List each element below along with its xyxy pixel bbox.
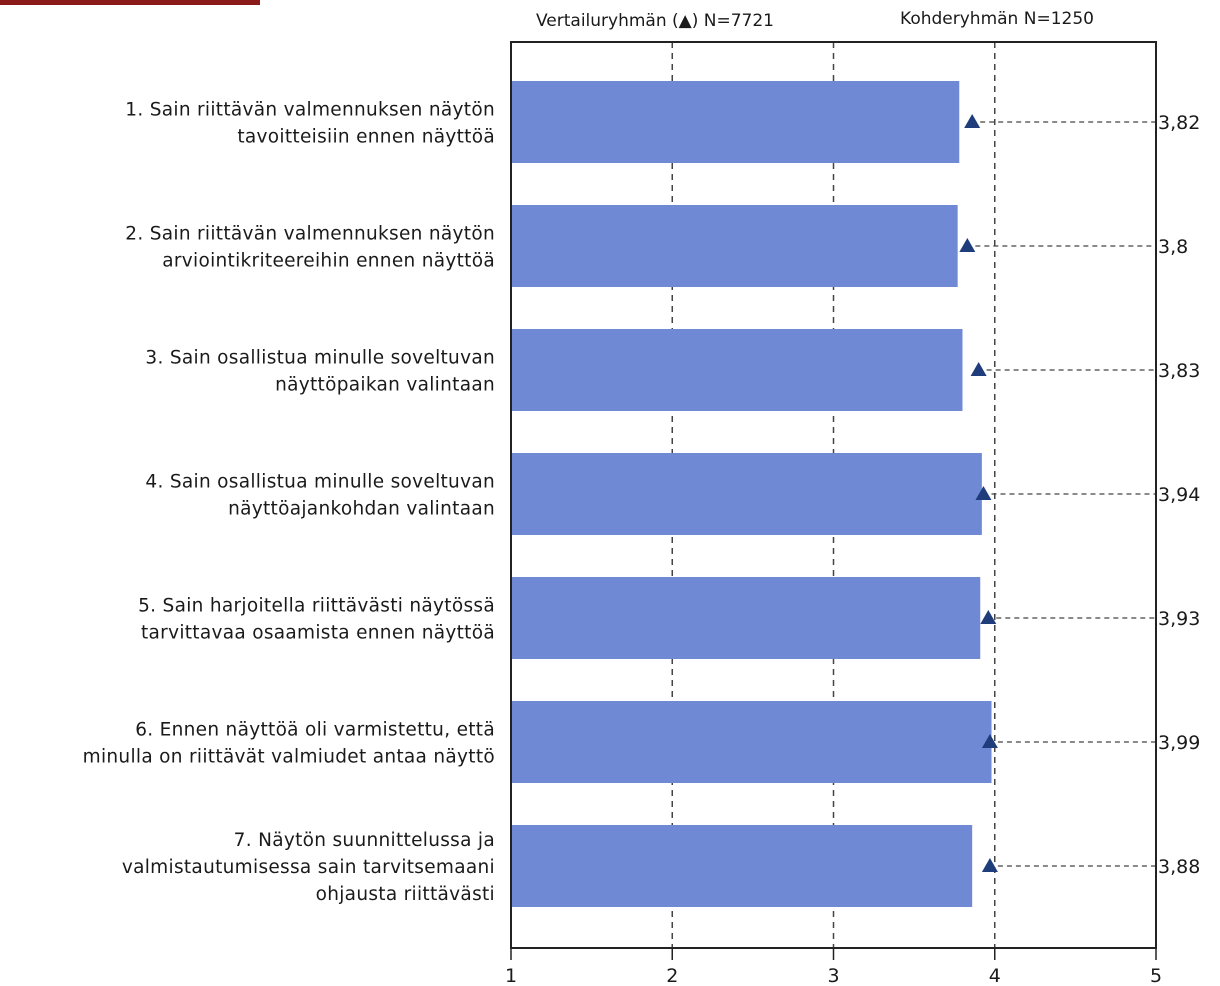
category-label-4-line-1: 4. Sain osallistua minulle soveltuvan xyxy=(145,472,495,493)
value-label-6: 3,99 xyxy=(1158,732,1200,754)
bar-3 xyxy=(511,329,963,411)
comparison-marker-1 xyxy=(964,114,981,128)
value-label-5: 3,93 xyxy=(1158,608,1200,630)
category-label-6-line-2: minulla on riittävät valmiudet antaa näy… xyxy=(83,747,495,768)
comparison-marker-4 xyxy=(975,486,992,500)
category-label-7-line-3: ohjausta riittävästi xyxy=(316,884,495,905)
x-tick-label-3: 3 xyxy=(827,965,839,986)
legend-target-label: Kohderyhmän N=1250 xyxy=(900,9,1094,29)
category-label-2-line-1: 2. Sain riittävän valmennuksen näytön xyxy=(125,224,495,245)
value-label-2: 3,8 xyxy=(1158,236,1188,258)
bar-6 xyxy=(511,701,992,783)
bar-1 xyxy=(511,81,960,163)
comparison-marker-2 xyxy=(959,238,976,252)
bar-5 xyxy=(511,577,981,659)
category-label-3-line-2: näyttöpaikan valintaan xyxy=(275,375,495,396)
category-label-1-line-1: 1. Sain riittävän valmennuksen näytön xyxy=(125,100,495,121)
comparison-marker-3 xyxy=(970,362,987,376)
x-axis: 1 2 3 4 5 xyxy=(505,948,1162,986)
bar-4 xyxy=(511,453,982,535)
category-label-2-line-2: arviointikriteereihin ennen näyttöä xyxy=(162,251,495,272)
bar-2 xyxy=(511,205,958,287)
x-tick-label-1: 1 xyxy=(505,965,517,986)
category-label-5-line-1: 5. Sain harjoitella riittävästi näytössä xyxy=(138,596,495,617)
x-tick-label-5: 5 xyxy=(1150,965,1162,986)
x-tick-label-4: 4 xyxy=(989,965,1001,986)
comparison-marker-6 xyxy=(981,734,998,748)
category-label-4-line-2: näyttöajankohdan valintaan xyxy=(228,499,495,520)
category-label-3-line-1: 3. Sain osallistua minulle soveltuvan xyxy=(145,348,495,369)
comparison-markers: 3,82 3,8 3,83 3,94 3,93 3,99 3,88 xyxy=(959,112,1200,878)
value-label-4: 3,94 xyxy=(1158,484,1200,506)
comparison-marker-5 xyxy=(980,610,997,624)
comparison-marker-7 xyxy=(981,858,998,872)
header-accent-bar xyxy=(0,0,260,5)
value-label-7: 3,88 xyxy=(1158,856,1200,878)
category-label-1-line-2: tavoitteisiin ennen näyttöä xyxy=(237,127,495,148)
bars xyxy=(511,81,992,907)
category-label-7-line-2: valmistautumisessa sain tarvitsemaani xyxy=(122,857,495,878)
category-label-6-line-1: 6. Ennen näyttöä oli varmistettu, että xyxy=(135,720,495,741)
legend-comparison-label: Vertailuryhmän (▲) N=7721 xyxy=(536,11,774,31)
category-label-5-line-2: tarvittavaa osaamista ennen näyttöä xyxy=(141,623,495,644)
value-label-3: 3,83 xyxy=(1158,360,1200,382)
value-label-1: 3,82 xyxy=(1158,112,1200,134)
category-labels: 1. Sain riittävän valmennuksen näytön tav… xyxy=(83,100,495,906)
bar-7 xyxy=(511,825,973,907)
category-label-7-line-1: 7. Näytön suunnittelussa ja xyxy=(234,830,495,851)
x-tick-label-2: 2 xyxy=(666,965,678,986)
